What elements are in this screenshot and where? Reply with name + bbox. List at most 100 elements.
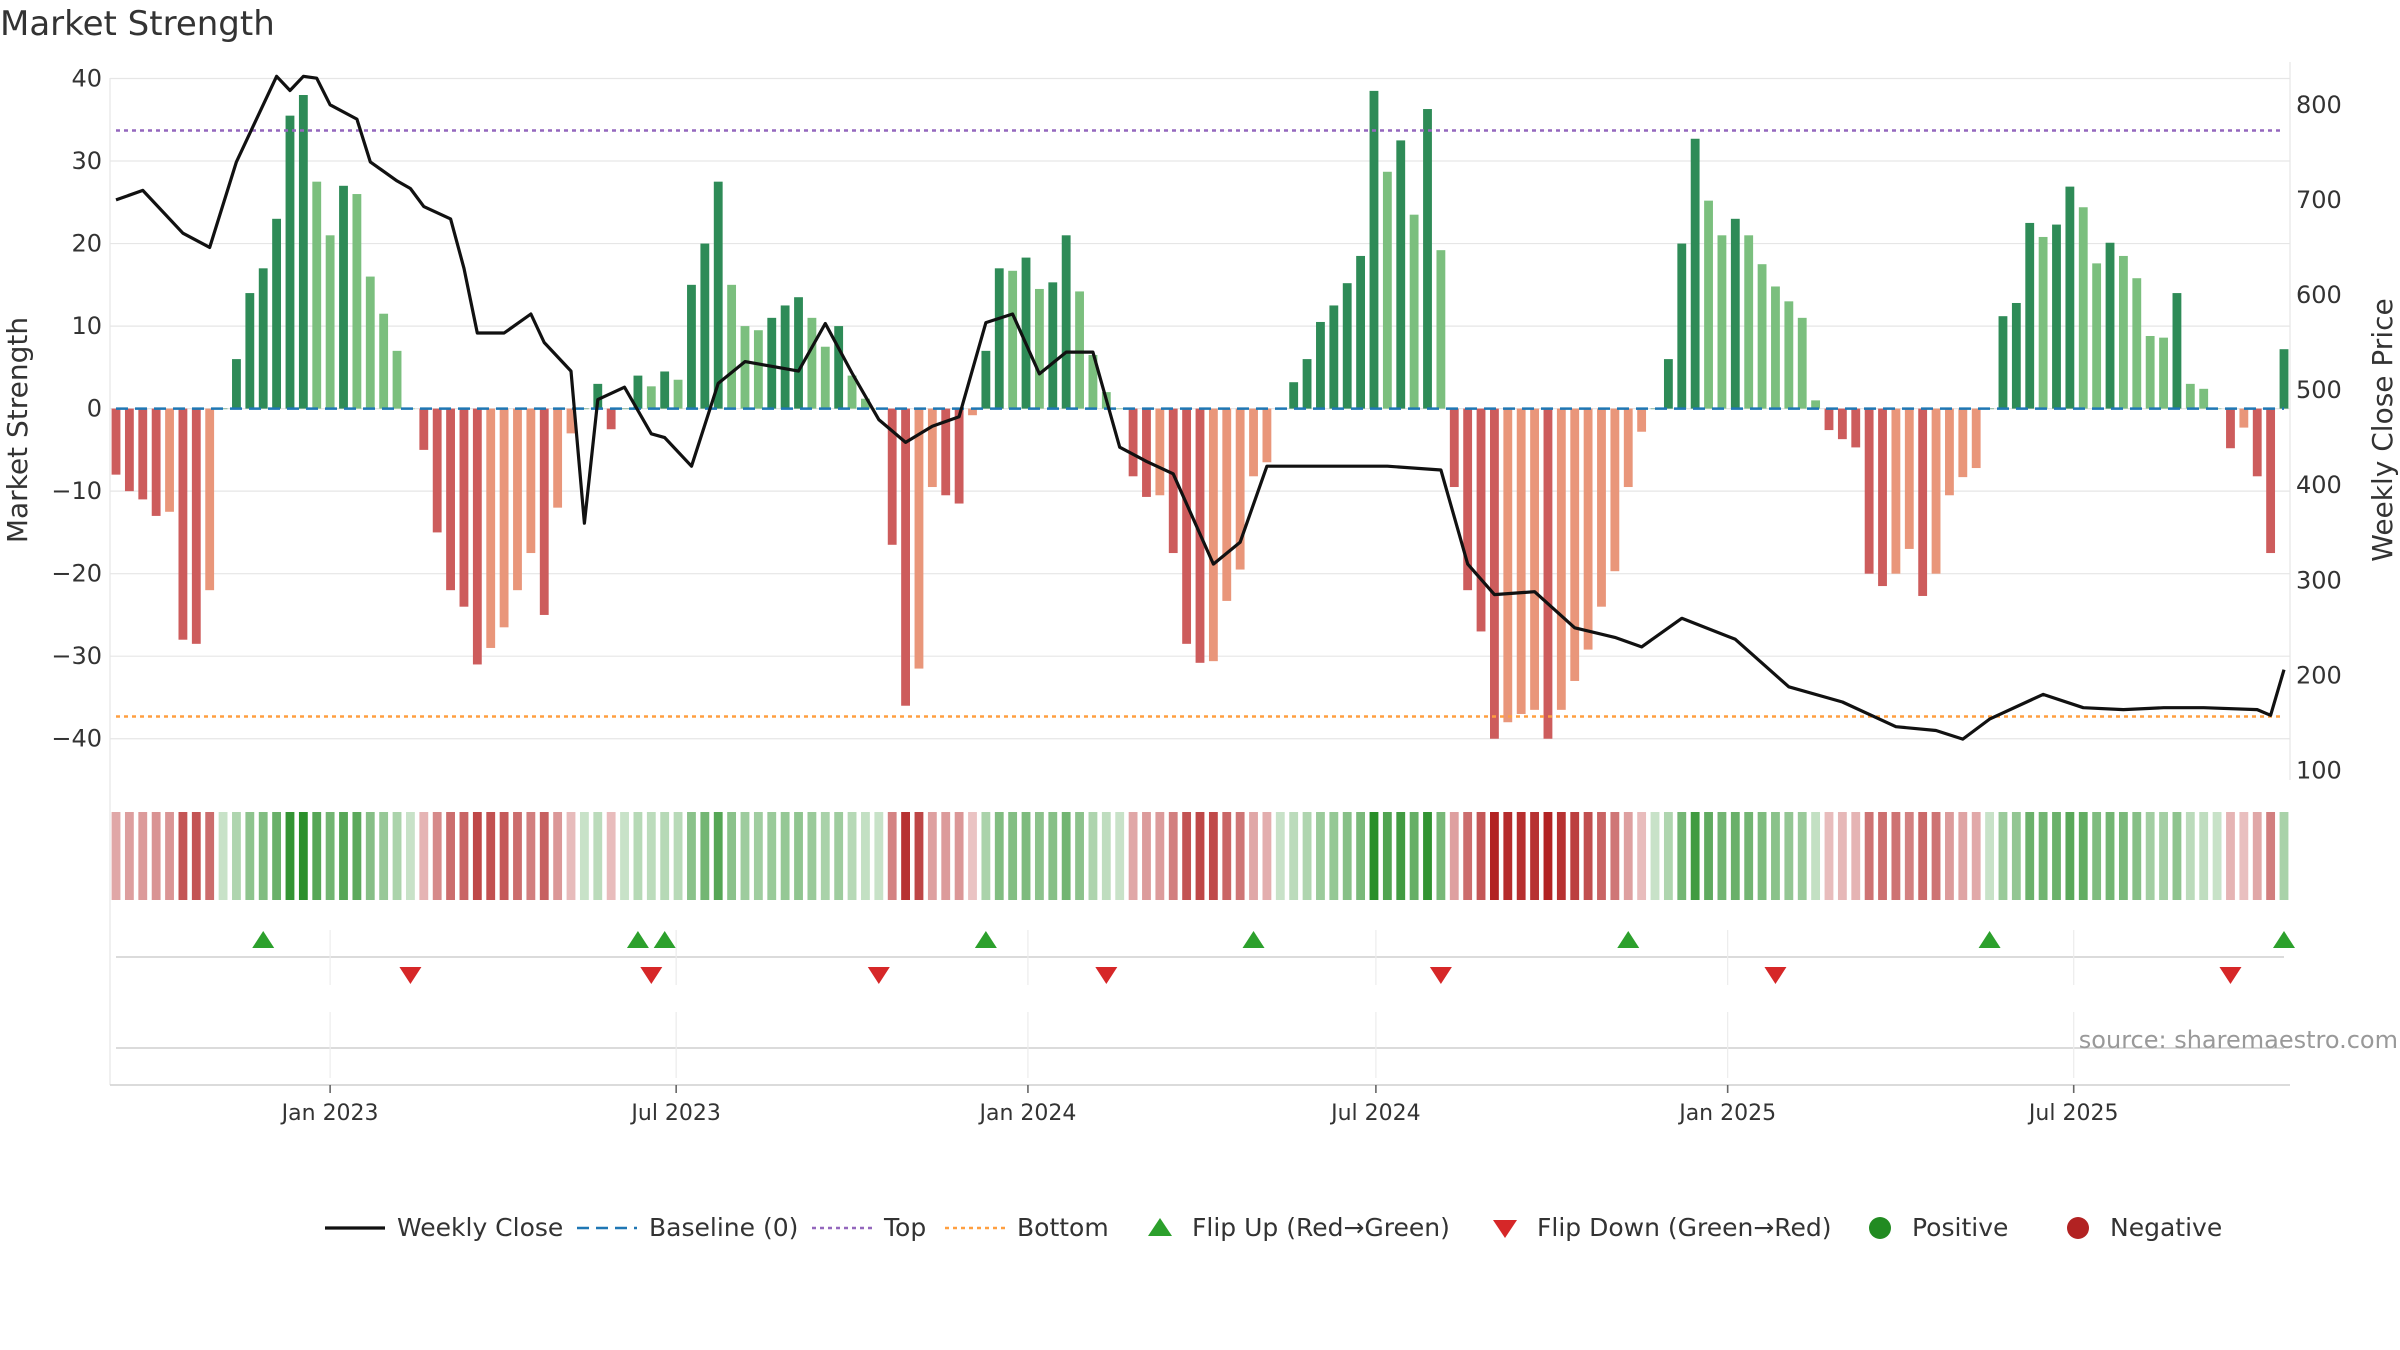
heat-strip-cell <box>2038 812 2048 900</box>
strength-bar <box>1168 408 1178 554</box>
strength-bar <box>285 115 295 409</box>
strength-bar <box>847 375 857 409</box>
flip-down-marker <box>399 967 422 984</box>
strength-bar <box>1262 408 1272 463</box>
x-tick-label: Jul 2023 <box>629 1101 721 1126</box>
strength-bar <box>727 284 737 409</box>
heat-strip-cell <box>887 812 897 900</box>
strength-bar <box>1891 408 1901 574</box>
strength-bar <box>1637 408 1647 432</box>
heat-strip-cell <box>1155 812 1165 900</box>
strength-bar <box>941 408 951 496</box>
strength-bar <box>218 408 228 410</box>
heat-strip-cell <box>312 812 322 900</box>
heat-strip-cell <box>2011 812 2021 900</box>
heat-strip-cell <box>633 812 643 900</box>
strength-bar <box>2279 349 2289 409</box>
heat-strip-cell <box>713 812 723 900</box>
strength-bar <box>1757 264 1767 409</box>
heat-strip-cell <box>1182 812 1192 900</box>
strength-bar <box>1945 408 1954 496</box>
heat-strip-cell <box>1784 812 1794 900</box>
heat-strip-cell <box>1061 812 1071 900</box>
y2-tick-label: 600 <box>2296 281 2342 309</box>
heat-strip-cell <box>1985 812 1994 900</box>
strength-bar <box>365 276 375 409</box>
strength-bar <box>700 243 710 409</box>
heat-strip-cell <box>941 812 951 900</box>
chart-title: Market Strength <box>0 4 275 44</box>
heat-strip-cell <box>2226 812 2235 900</box>
strength-bar <box>2105 242 2115 409</box>
heat-strip-cell <box>1771 812 1780 900</box>
heat-strip-cell <box>994 812 1004 900</box>
x-tick-label: Jan 2023 <box>280 1101 379 1126</box>
strength-bar <box>539 408 549 615</box>
heat-strip-cell <box>1423 812 1432 900</box>
y2-tick-label: 700 <box>2296 186 2342 214</box>
strength-bar <box>780 305 790 409</box>
strength-bar <box>1878 408 1887 587</box>
strength-bar <box>1490 408 1499 739</box>
y-tick-label: −20 <box>51 560 102 588</box>
y-axis-label: Market Strength <box>1 317 34 543</box>
heat-strip-cell <box>1021 812 1031 900</box>
heat-strip-cell <box>1623 812 1633 900</box>
strength-bar <box>1449 408 1459 488</box>
strength-bar <box>499 408 509 628</box>
heat-strip-cell <box>646 812 656 900</box>
strength-bar <box>1115 408 1125 410</box>
heat-strip-cell <box>352 812 362 900</box>
y2-tick-label: 200 <box>2296 661 2342 689</box>
legend-label: Weekly Close <box>397 1213 563 1242</box>
strength-bar <box>1730 218 1740 409</box>
strength-bar <box>312 181 322 409</box>
strength-bar <box>606 408 616 430</box>
flip-up-marker <box>252 931 275 948</box>
heat-strip-cell <box>245 812 255 900</box>
strength-bar <box>2132 278 2142 409</box>
y2-axis-label: Weekly Close Price <box>2366 298 2399 561</box>
strength-bar <box>807 317 817 409</box>
strength-bar <box>687 284 696 409</box>
heat-strip-cell <box>2252 812 2262 900</box>
heat-strip-cell <box>191 812 201 900</box>
strength-bar <box>1302 359 1312 409</box>
heat-strip-cell <box>767 812 777 900</box>
strength-bar <box>1476 408 1486 632</box>
heat-strip-cell <box>740 812 750 900</box>
strength-bar <box>1677 243 1687 409</box>
strength-bar <box>1597 408 1606 607</box>
heat-strip-cell <box>446 812 455 900</box>
heat-strip-cell <box>981 812 991 900</box>
strength-bar <box>1904 408 1914 549</box>
strength-bar <box>2252 408 2262 477</box>
heat-strip-cell <box>1690 812 1700 900</box>
strength-bar <box>245 293 255 409</box>
flip-up-marker <box>2273 931 2295 948</box>
legend-flip-down-symbol <box>1493 1220 1517 1238</box>
heat-strip-cell <box>218 812 228 900</box>
heat-strip-cell <box>1931 812 1941 900</box>
strength-bar <box>1837 408 1847 440</box>
heat-strip-cell <box>727 812 737 900</box>
strength-bar <box>2172 293 2182 409</box>
x-tick-label: Jan 2024 <box>977 1101 1076 1126</box>
strength-bar <box>553 408 563 508</box>
strength-bar <box>1008 270 1018 409</box>
heat-strip-cell <box>1075 812 1084 900</box>
heat-strip-cell <box>419 812 429 900</box>
strength-bar <box>1396 140 1406 409</box>
strength-bar <box>1369 90 1379 409</box>
strength-bar <box>1061 235 1071 409</box>
strength-bar <box>901 408 910 706</box>
heat-strip-cell <box>406 812 415 900</box>
strength-bar <box>1208 408 1218 662</box>
legend-label: Top <box>883 1213 926 1242</box>
heat-strip-cell <box>459 812 469 900</box>
strength-bar <box>1075 291 1084 409</box>
source-label: source: sharemaestro.com <box>2079 1026 2398 1054</box>
strength-bar <box>1329 305 1339 409</box>
